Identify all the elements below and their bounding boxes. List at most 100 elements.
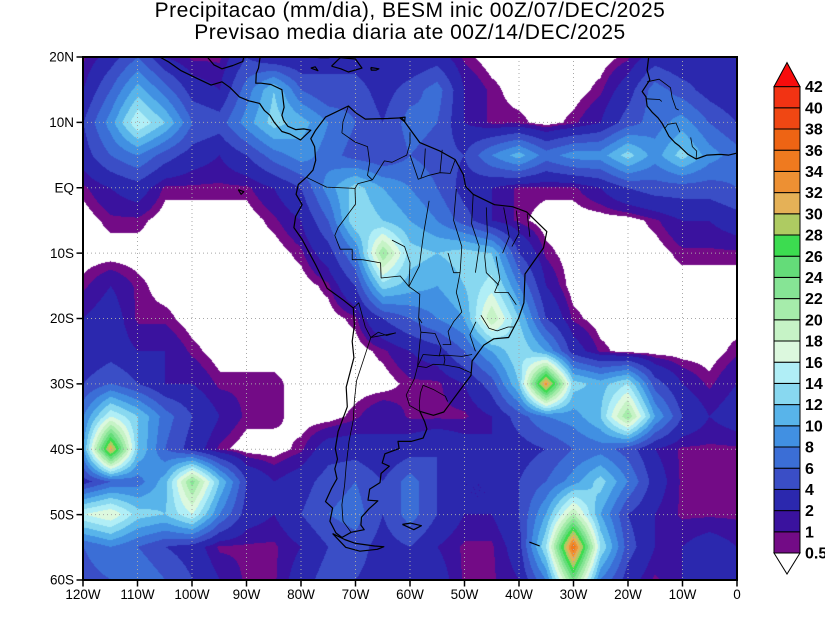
colorbar-label: 40: [805, 100, 823, 117]
x-tick-label: 20W: [614, 587, 642, 602]
colorbar-box: [773, 404, 801, 427]
x-tick-label: 110W: [120, 587, 155, 602]
x-tick-label: 30W: [560, 587, 588, 602]
colorbar-over-triangle: [773, 61, 801, 88]
colorbar-label: 8: [805, 440, 814, 457]
coastline: [206, 56, 245, 70]
colorbar-label: 16: [805, 355, 823, 372]
colorbar-label: 1: [805, 524, 814, 541]
border-line: [418, 385, 424, 412]
colorbar-under-triangle: [773, 552, 801, 575]
border-line: [480, 314, 514, 332]
colorbar-label: 38: [805, 122, 823, 139]
border-line: [526, 213, 531, 237]
title-line-2: Previsao media diaria ate 00Z/14/DEC/202…: [194, 21, 626, 44]
colorbar-box: [773, 531, 801, 554]
colorbar-box: [773, 446, 801, 469]
border-line: [671, 97, 679, 111]
y-tick-label: 30S: [50, 377, 74, 392]
colorbar-box: [773, 192, 801, 215]
colorbar-box: [773, 107, 801, 130]
border-line: [417, 331, 442, 367]
x-tick-label: 80W: [287, 587, 315, 602]
x-tick-label: 100W: [174, 587, 210, 602]
coastline: [641, 56, 738, 160]
x-tick-label: 70W: [342, 587, 370, 602]
border-line: [353, 302, 396, 338]
colorbar-box: [773, 467, 801, 490]
colorbar-label: 10: [805, 418, 823, 435]
border-line: [420, 148, 426, 179]
border-line: [494, 256, 501, 293]
y-tick-label: 60S: [50, 573, 74, 588]
y-tick-label: 10S: [50, 246, 74, 261]
y-tick-label: 20N: [49, 50, 74, 65]
border-line: [664, 122, 681, 133]
y-tick-label: 40S: [50, 442, 74, 457]
coastline: [237, 189, 245, 195]
border-line: [442, 272, 463, 345]
colorbar-label: 0.5: [805, 546, 825, 563]
colorbar-label: 42: [805, 79, 823, 96]
coastline: [370, 66, 380, 71]
colorbar-label: 32: [805, 185, 823, 202]
y-tick-label: 10N: [49, 115, 74, 130]
border-line: [484, 207, 488, 257]
border-line: [409, 154, 456, 180]
colorbar-box: [773, 213, 801, 236]
border-line: [443, 354, 473, 357]
colorbar-label: 4: [805, 482, 814, 499]
colorbar-box: [773, 149, 801, 172]
coastline: [159, 56, 312, 141]
y-tick-label: 20S: [50, 311, 74, 326]
colorbar-label: 20: [805, 312, 823, 329]
colorbar-box: [773, 128, 801, 151]
colorbar-label: 18: [805, 334, 823, 351]
colorbar-box: [773, 276, 801, 300]
coastline: [331, 57, 363, 73]
border-line: [370, 331, 396, 338]
border-line: [417, 317, 427, 368]
border-line: [372, 132, 411, 181]
border-line: [469, 321, 477, 352]
x-tick-label: 90W: [233, 587, 261, 602]
title-line-1: Precipitacao (mm/dia), BESM inic 00Z/07/…: [154, 0, 666, 22]
colorbar-box: [773, 488, 801, 512]
y-tick-label: 50S: [50, 507, 74, 522]
border-line: [502, 207, 510, 254]
colorbar-label: 24: [805, 270, 823, 287]
title-block: Precipitacao (mm/dia), BESM inic 00Z/07/…: [83, 0, 737, 44]
colorbar-box: [773, 170, 801, 194]
x-tick-label: 50W: [451, 587, 479, 602]
border-line: [453, 189, 463, 273]
colorbar-box: [773, 234, 801, 257]
colorbar-box: [773, 298, 801, 321]
colorbar-box: [773, 255, 801, 278]
coastline: [293, 105, 548, 539]
border-line: [471, 194, 480, 273]
border-line: [306, 176, 373, 189]
border-line: [439, 149, 443, 173]
colorbar-box: [773, 86, 801, 109]
colorbar-box: [773, 319, 801, 342]
coastline: [332, 533, 385, 552]
colorbar-box: [773, 340, 801, 363]
border-line: [391, 239, 411, 287]
colorbar-label: 22: [805, 291, 823, 308]
border-line: [494, 292, 517, 306]
coastline: [402, 522, 422, 531]
border-line: [447, 252, 461, 274]
border-line: [443, 364, 472, 374]
colorbar-box: [773, 382, 801, 406]
colorbar-label: 36: [805, 143, 823, 160]
x-tick-label: 0: [733, 587, 741, 602]
colorbar-label: 34: [805, 164, 823, 181]
colorbar-label: 2: [805, 503, 814, 520]
colorbar-box: [773, 510, 801, 533]
x-tick-label: 40W: [505, 587, 533, 602]
x-tick-label: 60W: [396, 587, 424, 602]
coastline: [529, 541, 540, 547]
border-line: [647, 78, 673, 98]
colorbar-label: 12: [805, 397, 823, 414]
